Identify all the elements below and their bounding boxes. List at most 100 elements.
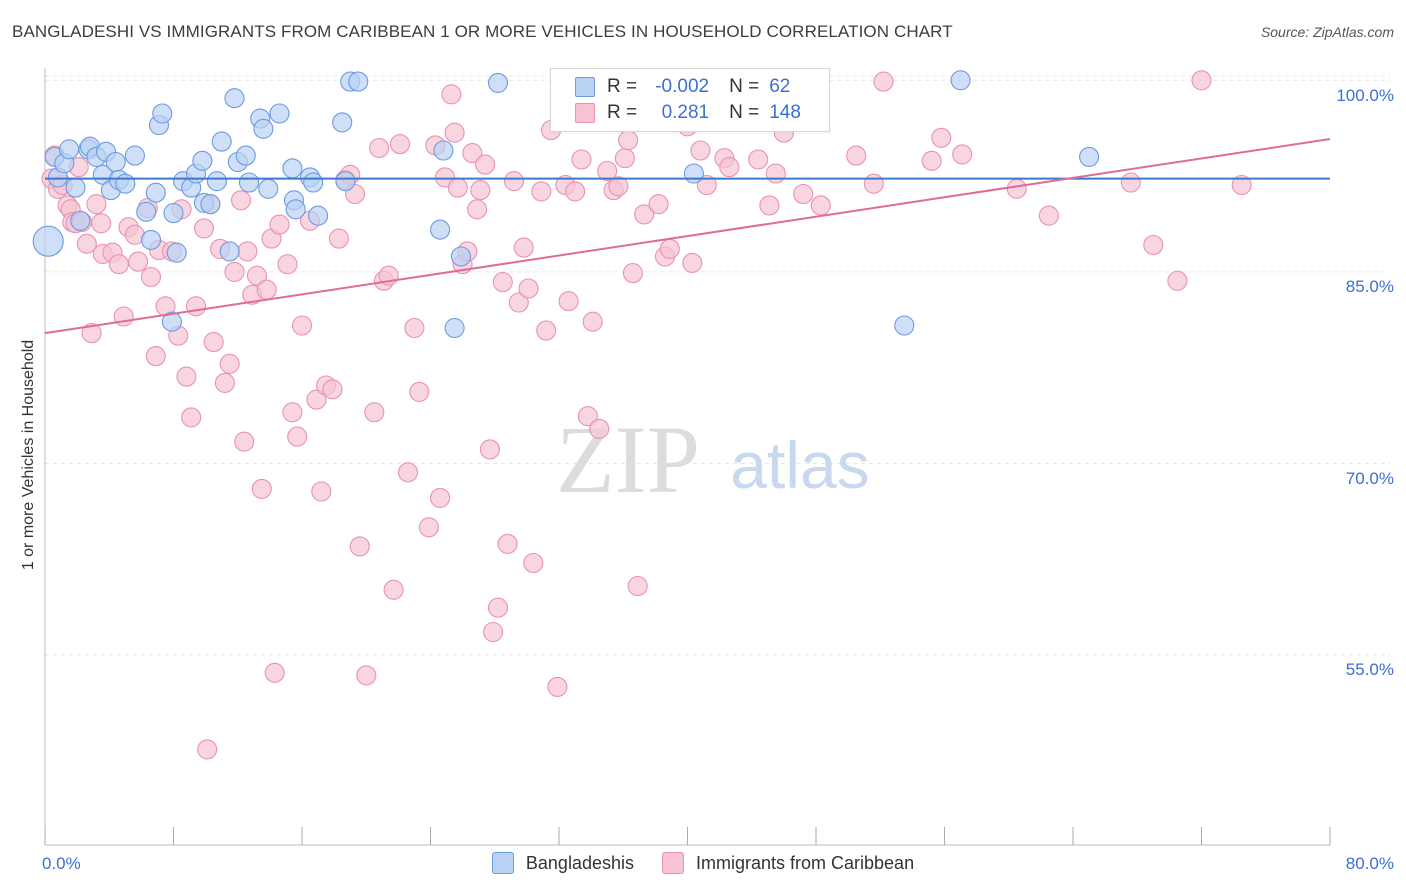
caribbean-point (203, 332, 224, 353)
caribbean-point (536, 320, 557, 341)
caribbean-point (230, 190, 252, 211)
bangladeshi-point (59, 139, 80, 160)
caribbean-point (470, 180, 491, 201)
caribbean-point (627, 575, 648, 597)
caribbean-point (589, 418, 610, 439)
caribbean-point (306, 389, 327, 410)
chart-title: BANGLADESHI VS IMMIGRANTS FROM CARIBBEAN… (12, 22, 953, 41)
legend-swatch-pink (575, 103, 595, 123)
caribbean-point (282, 402, 303, 423)
caribbean-point (1120, 172, 1141, 193)
stats-row-caribbean: R = 0.281 N = 148 (575, 101, 801, 125)
bangladeshi-point (200, 194, 221, 215)
r-label: R = (607, 76, 638, 97)
caribbean-point (356, 665, 377, 686)
bangladeshi-point (235, 145, 256, 166)
caribbean-point (1167, 270, 1188, 291)
legend-swatch-blue (575, 77, 595, 97)
legend-label-caribbean: Immigrants from Caribbean (696, 852, 915, 873)
legend-item-caribbean[interactable]: Immigrants from Caribbean (662, 852, 914, 874)
caribbean-point (523, 552, 544, 574)
caribbean-point (1143, 234, 1164, 256)
bangladeshi-point (211, 131, 232, 152)
caribbean-point (719, 157, 740, 178)
x-tick-label-max: 80.0% (1345, 854, 1394, 873)
caribbean-point (462, 143, 483, 164)
bangladeshi-point (253, 118, 274, 139)
caribbean-point (269, 214, 290, 235)
caribbean-point (246, 265, 268, 286)
bangladeshi-point (166, 242, 187, 263)
caribbean-point (86, 194, 107, 215)
caribbean-point (547, 676, 568, 697)
axes (44, 68, 1331, 846)
caribbean-point (237, 241, 258, 262)
caribbean-point (418, 517, 439, 538)
trend-line-caribbean (44, 138, 1331, 335)
bangladeshi-point (335, 171, 356, 192)
bangladeshi-point (219, 241, 240, 262)
bangladeshi-point (192, 150, 213, 171)
caribbean-point (328, 228, 349, 249)
bangladeshi-point (444, 317, 465, 339)
legend-label-bangladeshis: Bangladeshis (525, 852, 634, 873)
caribbean-point (748, 149, 769, 170)
caribbean-point (349, 536, 370, 557)
legend-item-bangladeshis[interactable]: Bangladeshis (491, 852, 634, 874)
caribbean-point (846, 145, 867, 166)
caribbean-point (921, 150, 942, 171)
caribbean-point (287, 426, 308, 447)
caribbean-point (219, 353, 240, 374)
bangladeshi-point (433, 140, 454, 161)
legend-swatch-blue (491, 852, 514, 874)
bangladeshi-point (206, 171, 227, 192)
caribbean-point (931, 127, 952, 148)
caribbean-point (81, 323, 102, 344)
caribbean-point (518, 278, 539, 299)
caribbean-point (256, 279, 277, 300)
bangladeshi-point (950, 70, 971, 91)
y-tick-label-70: 70.0% (1345, 469, 1394, 488)
caribbean-point (264, 662, 285, 683)
bangladeshi-point (224, 88, 245, 109)
bangladeshi-point (136, 201, 157, 222)
caribbean-point (369, 137, 390, 159)
caribbean-point (503, 171, 525, 192)
caribbean-point (389, 134, 411, 155)
bangladeshi-point (65, 177, 86, 198)
bangladeshi-point (683, 163, 704, 184)
bangladeshi-point (124, 145, 145, 166)
caribbean-point (234, 431, 255, 452)
caribbean-point (759, 195, 780, 216)
trend-lines (44, 138, 1331, 335)
caribbean-point (690, 140, 711, 161)
bangladeshi-point (308, 205, 329, 226)
caribbean-point (409, 381, 430, 402)
caribbean-point (185, 296, 207, 317)
r-value: -0.002 (655, 76, 710, 97)
caribbean-point (214, 372, 235, 393)
caribbean-point (793, 183, 814, 205)
caribbean-point (497, 533, 518, 554)
caribbean-point (251, 478, 272, 499)
caribbean-point (311, 481, 332, 502)
caribbean-point (193, 218, 215, 239)
series-legend: Bangladeshis Immigrants from Caribbean (0, 852, 1406, 874)
watermark-zip: ZIP (556, 406, 700, 513)
y-tick-label-55: 55.0% (1345, 660, 1394, 679)
caribbean-point (383, 579, 404, 600)
caribbean-point (1038, 205, 1059, 226)
bangladeshi-point (430, 219, 451, 240)
caribbean-point (197, 739, 218, 760)
r-label: R = (607, 102, 638, 123)
source-label: Source: ZipAtlas.com (1260, 24, 1394, 40)
bangladeshi-point (258, 178, 279, 199)
caribbean-point (513, 237, 534, 258)
caribbean-point (145, 346, 166, 367)
stats-row-bangladeshis: R = -0.002 N = 62 (575, 75, 790, 99)
caribbean-point (614, 148, 635, 169)
caribbean-point (447, 177, 468, 198)
bangladeshi-point (238, 172, 260, 193)
bangladeshi-point (145, 182, 166, 203)
